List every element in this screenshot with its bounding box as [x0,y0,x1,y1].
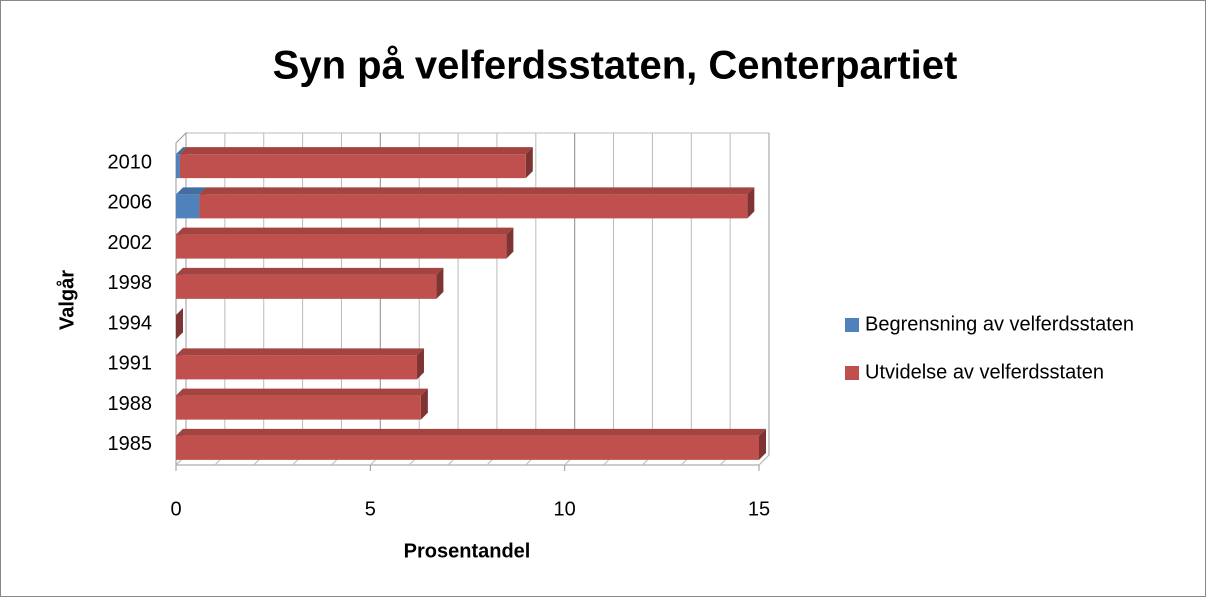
bar-top [176,348,424,356]
floor-grid-line [758,454,770,466]
bar [176,274,437,299]
bar [176,154,180,179]
bar-side [759,428,766,460]
legend-swatch [845,366,859,380]
bar [176,355,417,380]
x-axis-label: Prosentandel [404,540,531,562]
bar-top [176,147,187,155]
y-tick-label: 1998 [108,272,153,294]
y-tick-label: 1988 [108,393,153,415]
bar-top [199,187,755,195]
bar [176,194,200,219]
x-tick-label: 5 [365,498,376,520]
bar-top [176,428,766,436]
chart-title: Syn på velferdsstaten, Centerpartiet [273,44,958,88]
bar [176,234,507,259]
y-tick-label: 2002 [108,232,153,254]
legend-label: Begrensning av velferdsstaten [865,313,1134,335]
x-tick-label: 15 [748,498,770,520]
y-axis-label: Valgår [55,270,78,330]
bar-side [416,348,424,380]
bar [179,154,526,179]
legend-label: Utvidelse av velferdsstaten [865,361,1104,383]
y-tick-label: 2010 [108,151,153,173]
bar-side [506,227,514,259]
bar [199,194,748,219]
y-tick-label: 1985 [108,433,153,455]
bar-top [176,267,444,275]
bar [176,435,759,460]
x-tick-label: 0 [170,498,181,520]
y-tick-label: 2006 [108,192,153,214]
bar-side [525,147,533,179]
bar-top [176,187,207,195]
bar-side [436,267,444,299]
bar-top [176,388,428,396]
bar [176,395,421,420]
legend-swatch [845,318,859,332]
y-tick-label: 1991 [108,353,153,375]
bar-side [420,388,428,420]
y-tick-label: 1994 [108,312,153,334]
bar-side [176,308,183,340]
bar-side [747,187,755,219]
bar-top [179,147,533,155]
x-tick-label: 10 [554,498,576,520]
bar-top [176,227,514,235]
